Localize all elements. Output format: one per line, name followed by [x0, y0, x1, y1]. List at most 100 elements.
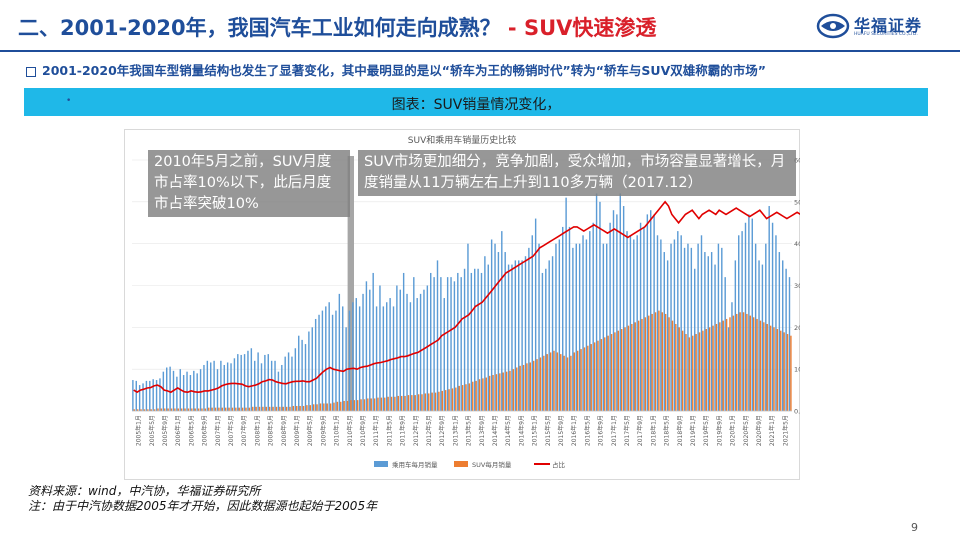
suv-bar: [164, 408, 166, 411]
lead-text-content: 2001-2020年我国车型销量结构也发生了显著变化，其中最明显的是以“轿车为王…: [42, 63, 766, 78]
suv-bar: [346, 400, 349, 411]
passenger-bar: [453, 281, 456, 411]
suv-bar: [184, 408, 186, 411]
suv-bar: [637, 320, 640, 411]
suv-bar: [373, 398, 376, 411]
passenger-bar: [504, 252, 506, 411]
passenger-bar: [152, 379, 154, 411]
x-tick-label: 2008年1月: [253, 415, 261, 446]
passenger-bar: [551, 256, 554, 411]
suv-bar: [685, 334, 687, 411]
source-notes: 资料来源：wind，中汽协，华福证券研究所 注：由于中汽协数据2005年才开始，…: [28, 484, 377, 514]
passenger-bar: [433, 277, 435, 411]
suv-bar: [306, 405, 308, 411]
passenger-bar: [548, 260, 550, 411]
suv-bar: [414, 395, 416, 411]
passenger-bar: [633, 239, 635, 411]
suv-bar: [543, 355, 545, 411]
suv-bar: [563, 355, 565, 411]
lead-text: 2001-2020年我国车型销量结构也发生了显著变化，其中最明显的是以“轿车为王…: [26, 60, 766, 79]
x-tick-label: 2007年1月: [214, 415, 222, 446]
suv-bar: [204, 408, 207, 411]
suv-bar: [495, 374, 498, 411]
passenger-bar: [470, 272, 473, 411]
passenger-bar: [646, 214, 649, 411]
suv-bar: [675, 323, 677, 411]
passenger-bar: [575, 243, 577, 411]
x-tick-label: 2020年1月: [729, 415, 737, 446]
passenger-bar: [155, 380, 158, 411]
suv-bar: [285, 406, 288, 411]
suv-bar: [742, 312, 745, 411]
suv-bar: [296, 405, 298, 411]
suv-bar: [698, 332, 701, 411]
x-tick-label: 2005年1月: [135, 415, 143, 446]
suv-bar: [668, 317, 670, 411]
passenger-bar: [474, 268, 476, 411]
passenger-bar: [365, 281, 368, 411]
passenger-bar: [135, 380, 137, 411]
x-tick-label: 2018年1月: [649, 415, 657, 446]
passenger-bar: [477, 268, 479, 411]
passenger-bar: [338, 293, 341, 411]
passenger-bar: [528, 247, 530, 411]
passenger-bar: [440, 277, 442, 411]
x-tick-label: 2015年1月: [531, 415, 539, 446]
suv-bar: [580, 349, 582, 411]
passenger-bar: [758, 260, 760, 411]
passenger-bar: [541, 272, 544, 411]
x-tick-label: 2020年5月: [742, 415, 750, 446]
passenger-bar: [480, 272, 483, 411]
x-tick-label: 2019年5月: [702, 415, 710, 446]
passenger-bar: [243, 354, 246, 411]
passenger-bar: [592, 222, 594, 411]
suv-bar: [756, 318, 758, 411]
suv-bar: [363, 399, 366, 411]
y-right-tick-label: 10.0%: [794, 366, 800, 374]
suv-bar: [732, 315, 735, 411]
boundary-highlight-bar: [347, 156, 354, 411]
suv-bar: [617, 330, 620, 411]
suv-bar: [377, 397, 379, 411]
suv-bar: [549, 352, 552, 411]
passenger-bar: [348, 310, 351, 411]
passenger-bar: [162, 371, 165, 411]
suv-bar: [394, 396, 396, 411]
passenger-bar: [568, 226, 571, 411]
passenger-bar: [362, 293, 364, 411]
passenger-bar: [751, 218, 753, 411]
x-tick-label: 2012年5月: [425, 415, 433, 446]
passenger-bar: [203, 364, 205, 411]
suv-bar: [705, 329, 708, 411]
note-line: 注：由于中汽协数据2005年才开始，因此数据源也起始于2005年: [28, 499, 378, 513]
x-tick-label: 2011年9月: [399, 415, 407, 446]
passenger-bar: [352, 302, 354, 411]
passenger-bar: [308, 331, 310, 411]
passenger-bar: [250, 348, 253, 411]
suv-bar: [265, 406, 268, 411]
suv-bar: [644, 317, 647, 411]
suv-bar: [610, 334, 613, 411]
suv-bar: [688, 337, 691, 411]
suv-bar: [488, 375, 491, 411]
x-tick-label: 2016年1月: [570, 415, 578, 446]
passenger-bar: [663, 252, 665, 411]
passenger-bar: [524, 256, 527, 411]
suv-bar: [370, 398, 372, 411]
passenger-bar: [531, 235, 533, 411]
passenger-bar: [443, 298, 445, 411]
suv-bar: [624, 327, 626, 411]
passenger-bar: [399, 289, 401, 411]
x-tick-label: 2009年9月: [319, 415, 327, 446]
passenger-bar: [389, 298, 391, 411]
suv-bar: [194, 408, 196, 411]
passenger-bar: [142, 383, 144, 411]
passenger-bar: [683, 247, 686, 411]
passenger-bar: [673, 239, 676, 411]
suv-bar: [360, 399, 362, 411]
suv-bar: [671, 320, 674, 411]
suv-bar: [282, 406, 284, 411]
y-right-tick-label: 20.0%: [794, 324, 800, 332]
x-tick-label: 2013年5月: [465, 415, 473, 446]
x-tick-label: 2009年5月: [306, 415, 314, 446]
